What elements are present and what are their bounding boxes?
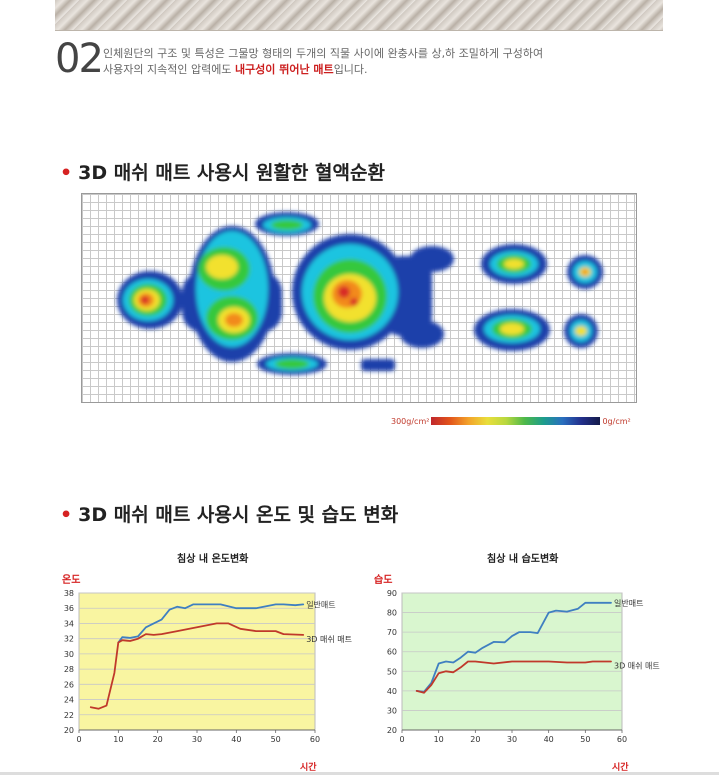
bullet-icon: • — [60, 162, 73, 184]
scale-max-label: 300g/cm² — [391, 416, 430, 426]
y-tick-label: 80 — [387, 609, 397, 618]
y-tick-label: 90 — [387, 589, 397, 598]
y-tick-label: 40 — [387, 687, 397, 696]
section-description: 인체원단의 구조 및 특성은 그물망 형태의 두개의 직물 사이에 완충사를 상… — [103, 46, 543, 78]
series-label-2: 3D 매쉬 매트 — [614, 662, 660, 671]
temp-x-label: 시간 — [300, 763, 317, 773]
plot-area — [78, 592, 316, 731]
y-tick-label: 38 — [64, 589, 74, 598]
y-tick-label: 36 — [64, 604, 74, 613]
description-line-2: 사용자의 지속적인 압력에도 내구성이 뛰어난 매트입니다. — [103, 63, 368, 76]
pressure-body-map — [117, 212, 603, 375]
description-line-1: 인체원단의 구조 및 특성은 그물망 형태의 두개의 직물 사이에 완충사를 상… — [103, 47, 544, 60]
series-line-2 — [89, 622, 305, 710]
humid-y-label: 습도 — [374, 575, 393, 586]
y-tick-label: 34 — [64, 619, 74, 628]
y-tick-label: 30 — [387, 706, 397, 715]
x-tick-label: 60 — [310, 735, 320, 744]
scale-min-label: 0g/cm² — [602, 416, 631, 426]
y-tick-label: 70 — [387, 628, 397, 637]
heading-temp-humidity: • 3D 매쉬 매트 사용시 온도 및 습도 변화 — [60, 504, 399, 526]
x-tick-label: 60 — [617, 735, 627, 744]
y-tick-label: 28 — [64, 665, 74, 674]
series-line-1 — [117, 603, 305, 644]
y-tick-label: 20 — [64, 726, 74, 735]
x-tick-label: 30 — [192, 735, 202, 744]
series-label-1: 일반매트 — [306, 600, 335, 609]
x-tick-label: 20 — [470, 735, 480, 744]
scale-gradient-bar — [431, 417, 601, 425]
temp-chart-title: 침상 내 온도변화 — [177, 554, 249, 565]
heading-blood-circulation: • 3D 매쉬 매트 사용시 원활한 혈액순환 — [60, 162, 385, 184]
pressure-heatmap — [81, 193, 637, 403]
series-label-1: 일반매트 — [614, 599, 643, 608]
y-tick-label: 60 — [387, 648, 397, 657]
pressure-color-scale: 300g/cm² 0g/cm² — [391, 414, 631, 428]
y-tick-label: 32 — [64, 635, 74, 644]
section-number: 02 — [55, 36, 104, 82]
series-line-2 — [415, 660, 612, 694]
humid-chart: 20 30 40 50 60 70 80 90 0 10 20 30 40 50 60 일반매트 3D 매쉬 매… — [387, 589, 660, 744]
x-tick-label: 0 — [399, 735, 404, 744]
x-tick-label: 0 — [76, 735, 81, 744]
highlight-text: 내구성이 뛰어난 매트 — [234, 63, 334, 76]
y-tick-label: 50 — [387, 667, 397, 676]
x-tick-label: 50 — [580, 735, 590, 744]
series-label-2: 3D 매쉬 매트 — [306, 635, 352, 644]
bottom-divider — [0, 772, 719, 775]
x-tick-label: 40 — [544, 735, 554, 744]
x-tick-label: 10 — [113, 735, 123, 744]
y-tick-label: 30 — [64, 650, 74, 659]
humid-x-label: 시간 — [612, 763, 629, 773]
series-line-1 — [415, 601, 612, 693]
x-tick-label: 30 — [507, 735, 517, 744]
y-tick-label: 22 — [64, 711, 74, 720]
y-tick-label: 20 — [387, 726, 397, 735]
x-tick-label: 20 — [153, 735, 163, 744]
y-tick-label: 26 — [64, 680, 74, 689]
temp-chart: 20 22 24 26 28 30 32 34 36 38 0 10 20 30 40 50 60 일반매트 3D … — [64, 589, 352, 744]
x-tick-label: 40 — [231, 735, 241, 744]
bullet-icon: • — [60, 504, 73, 526]
humid-chart-title: 침상 내 습도변화 — [487, 554, 559, 565]
x-tick-label: 10 — [434, 735, 444, 744]
temp-y-label: 온도 — [62, 575, 81, 586]
y-tick-label: 24 — [64, 696, 74, 705]
top-photo-strip — [55, 0, 663, 31]
x-tick-label: 50 — [271, 735, 281, 744]
